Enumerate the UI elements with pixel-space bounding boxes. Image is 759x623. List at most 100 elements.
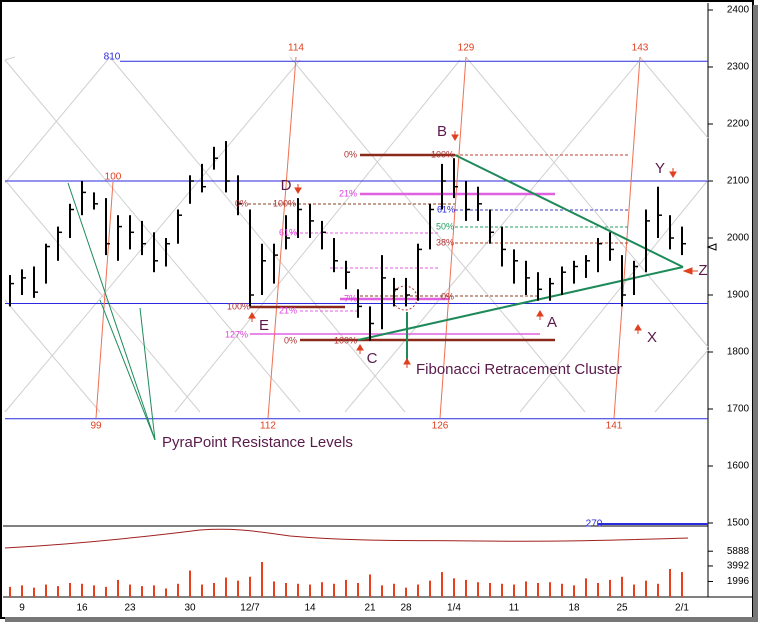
y-tick-label: 2400 (727, 5, 750, 16)
y-tick-label: 1800 (727, 347, 750, 358)
volume-bar (69, 583, 71, 597)
annotation: 810 (104, 52, 121, 63)
volume-bar (513, 584, 515, 597)
arrow (536, 310, 544, 320)
annotation: 100% (227, 301, 250, 311)
volume-bar (153, 585, 155, 597)
volume-bar (417, 584, 419, 597)
annotation: 50% (436, 221, 454, 231)
annotation: 126 (432, 421, 449, 432)
frame-shadow (753, 5, 758, 622)
arrow (669, 168, 677, 178)
volume-bar (597, 583, 599, 597)
annotation: 100% (334, 335, 357, 345)
volume-bar (585, 578, 587, 597)
x-tick-label: 23 (124, 603, 136, 614)
volume-bar (237, 580, 239, 597)
annotation: 141 (606, 421, 623, 432)
volume-bar (345, 579, 347, 597)
annotation: 143 (632, 43, 649, 54)
annotation: 99 (90, 421, 102, 432)
volume-bar (669, 569, 671, 597)
arrow (356, 344, 364, 354)
annotation: 61% (437, 204, 455, 214)
x-tick-label: 12/7 (240, 603, 260, 614)
pattern-line (67, 182, 156, 441)
volume-bar (249, 576, 251, 597)
arrow (248, 312, 256, 322)
volume-tick-label: 3992 (727, 561, 750, 572)
annotation: C (367, 350, 378, 367)
annotation: 100 (105, 172, 122, 183)
volume-bar (393, 583, 395, 597)
volume-bar (645, 580, 647, 597)
volume-average (4, 528, 689, 549)
arrow (451, 131, 459, 141)
y-tick-label: 2200 (727, 119, 750, 130)
volume-bar (381, 585, 383, 597)
annotation: 21% (339, 188, 357, 198)
volume-bar (549, 582, 551, 597)
volume-bar (177, 583, 179, 597)
annotation: A (547, 314, 557, 331)
volume-bar (477, 582, 479, 597)
annotation: 112 (260, 421, 276, 432)
volume-bar (81, 583, 83, 597)
arrow (403, 358, 411, 368)
volume-bar (57, 586, 59, 597)
x-tick-label: 16 (76, 603, 88, 614)
x-tick-label: 30 (184, 603, 196, 614)
time-line (613, 56, 641, 419)
volume-bar (609, 579, 611, 597)
volume-bar (309, 584, 311, 597)
volume-bar (405, 587, 407, 597)
pattern-line (99, 299, 156, 441)
volume-bar (657, 583, 659, 597)
volume-bar (441, 572, 443, 597)
pattern-line (357, 266, 684, 341)
volume-bar (633, 584, 635, 597)
y-tick-label: 1600 (727, 461, 750, 472)
time-line (439, 56, 467, 419)
annotation: D (281, 177, 292, 194)
volume-bar (93, 585, 95, 597)
arrow (634, 324, 642, 334)
y-tick-label: 2300 (727, 62, 750, 73)
annotation: 61% (279, 227, 297, 237)
annotation: 127% (225, 329, 248, 339)
y-tick-label: 1500 (727, 518, 750, 529)
x-tick-label: 9 (19, 603, 25, 614)
volume-bar (117, 579, 119, 597)
annotation: 270 (586, 519, 603, 530)
y-tick-label: 2000 (727, 233, 750, 244)
annotation: 0% (344, 149, 357, 159)
x-tick-label: 18 (568, 603, 580, 614)
volume-tick-label: 5888 (727, 546, 750, 557)
annotation: 129 (458, 43, 475, 54)
volume-bar (453, 578, 455, 597)
pattern-line (139, 307, 156, 441)
annotation: Z (698, 262, 707, 279)
annotation: 21% (279, 305, 297, 315)
volume-bar (45, 584, 47, 597)
volume-bar (357, 583, 359, 597)
volume-bar (165, 588, 167, 597)
time-line (95, 181, 114, 419)
volume-bar (201, 584, 203, 597)
annotation: 0% (284, 335, 297, 345)
annotation: Y (655, 160, 665, 177)
volume-bar (261, 562, 263, 597)
price-marker (706, 243, 717, 251)
volume-bar (681, 572, 683, 597)
volume-bar (273, 581, 275, 597)
volume-bar (213, 583, 215, 597)
annotation: 0% (235, 198, 248, 208)
volume-bar (621, 576, 623, 597)
volume-bar (465, 579, 467, 597)
x-tick-label: 14 (304, 603, 316, 614)
annotation: PyraPoint Resistance Levels (162, 434, 353, 451)
annotation: 0% (441, 291, 454, 301)
volume-bar (333, 583, 335, 597)
